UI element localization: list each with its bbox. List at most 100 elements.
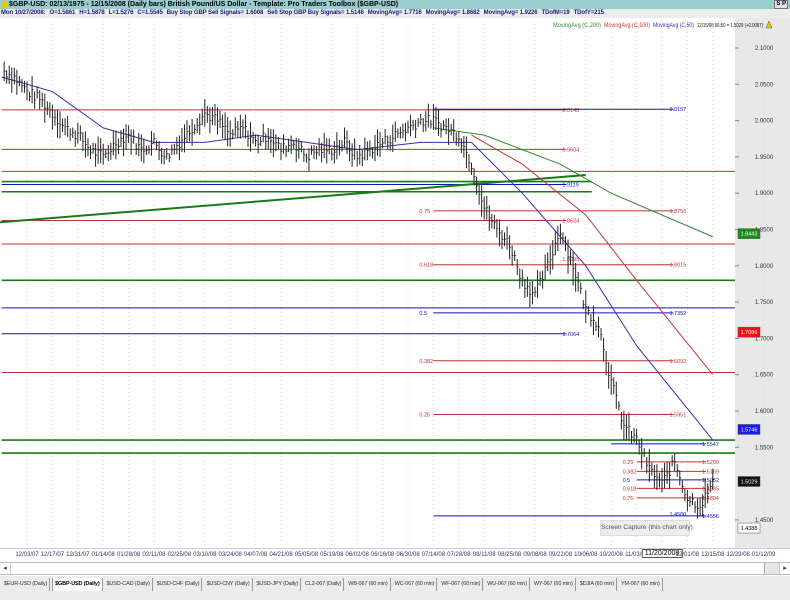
date-tick-label: 08/25/08 [497, 552, 522, 558]
date-tick-label: 12/31/07 [66, 552, 90, 558]
tab--usd-jpy-daily-[interactable]: $USD-JPY (Daily) [255, 578, 302, 591]
price-axis[interactable] [735, 18, 790, 548]
y-tick-label: 2.0500 [755, 82, 774, 88]
y-tick-label: 1.9000 [755, 191, 774, 197]
y-tick-label: 1.7000 [755, 336, 774, 342]
y-tick-label: 1.8500 [755, 228, 774, 234]
y-tick-label: 1.6000 [755, 409, 774, 415]
date-tick-label: 12/29/08 [726, 552, 750, 558]
readout-ma1: MovingAvg= 1.7716 [367, 10, 422, 16]
tab--gbp-usd-daily-[interactable]: $GBP-USD (Daily) [52, 578, 103, 591]
price-chart[interactable]: 2.14712.01482.01571.96041.91191.87560.75… [0, 18, 790, 548]
tab--eur-usd-daily-[interactable]: $EUR-USD (Daily) [2, 578, 51, 591]
date-tick-label: 08/11/08 [472, 552, 496, 558]
level-label: 1.4804 [702, 496, 719, 502]
price-tag [737, 522, 761, 534]
date-tick-label: 01/12/09 [751, 552, 776, 558]
horizontal-scrollbar[interactable]: ◂ ▸ [0, 562, 790, 575]
tab--usd-cny-daily-[interactable]: $USD-CNY (Daily) [204, 578, 253, 591]
tab--usd-cad-daily-[interactable]: $USD-CAD (Daily) [105, 578, 153, 591]
date-tick-label: 04/21/08 [269, 552, 293, 558]
level-label: 1.8015 [669, 263, 686, 269]
legend-quote: 12/15/08 06:50 = 1.5029 (+0.0087) [697, 23, 763, 29]
date-tick-label: 10/06/08 [574, 552, 598, 558]
y-tick-label: 1.8000 [755, 264, 774, 270]
level-label: 1.9604 [562, 147, 579, 153]
level-label: 1.5169 [702, 469, 719, 475]
y-tick-label: 2.0000 [755, 119, 774, 125]
readout-tdoy: TDofY=215 [573, 10, 604, 16]
level-label: 1.5951 [669, 413, 686, 419]
fib-ratio-label: 0.382 [419, 359, 433, 365]
level-label: 1.5547 [702, 442, 719, 448]
tab-wf-067-60-min-[interactable]: WF-067 (60 min) [439, 578, 484, 591]
tab-wb-067-60-min-[interactable]: WB-067 (60 min) [346, 578, 391, 591]
readout-ma2: MovingAvg= 1.8682 [425, 10, 480, 16]
readout-ma3: MovingAvg= 1.9226 [483, 10, 538, 16]
date-tick-label: 06/16/08 [370, 552, 395, 558]
scroll-left-icon[interactable]: ◂ [0, 563, 11, 574]
readout-close: C=1.5545 [137, 10, 163, 16]
date-tick-label: 04/07/08 [243, 552, 268, 558]
readout-low: L=1.5276 [108, 10, 134, 16]
y-tick-label: 1.7500 [755, 300, 774, 306]
level-label: 1.7352 [669, 311, 686, 317]
date-tick-label: 09/08/08 [523, 552, 547, 558]
tab-wu-067-60-min-[interactable]: WU-067 (60 min) [485, 578, 530, 591]
price-tag-label: 1.5029 [741, 479, 758, 485]
data-readout-bar: Mon 10/27/2008: O=1.5861 H=1.5878 L=1.52… [0, 9, 790, 18]
y-tick-label: 1.9500 [755, 155, 774, 161]
tab-wy-067-60-min-[interactable]: WY-067 (60 min) [532, 578, 576, 591]
date-tick-label: 05/05/08 [294, 552, 319, 558]
date-tick-label: 02/25/08 [167, 552, 192, 558]
readout-buy-signal: Sell Stop GBP Buy Signals= 1.5146 [267, 10, 364, 16]
y-tick-label: 1.5500 [755, 445, 774, 451]
date-tick-label: 01/14/08 [91, 552, 115, 558]
price-tag-label: 1.8443 [741, 232, 758, 238]
date-tick-label: 07/14/08 [421, 552, 446, 558]
tab-wc-067-60-min-[interactable]: WC-067 (60 min) [393, 578, 438, 591]
level-label: 1.8756 [669, 209, 686, 215]
fib-ratio-label: 0.618 [623, 486, 637, 492]
date-tick-label: 06/30/08 [396, 552, 420, 558]
y-tick-label: 1.4500 [755, 518, 774, 524]
date-tick-label: 02/11/08 [142, 552, 166, 558]
y-tick-label: 1.6500 [755, 373, 774, 379]
symbol-tabs: $EUR-USD (Daily) $GBP-USD (Daily) $USD-CAD… [0, 576, 790, 600]
moving-average-ma50 [1, 76, 714, 441]
date-tick-label: 12/01/08 [675, 552, 700, 558]
cursor-date-label: 11/20/2008 [641, 549, 683, 558]
corner-buttons[interactable]: S P [774, 0, 788, 9]
readout-high: H=1.5878 [79, 10, 105, 16]
date-tick-label: 07/28/08 [447, 552, 471, 558]
legend-ma50: MovingAvg (C,50) [653, 23, 694, 29]
alert-bell-icon[interactable] [765, 20, 773, 29]
date-tick-label: 03/10/08 [193, 552, 217, 558]
date-tick-label: 06/02/08 [345, 552, 369, 558]
level-label: 1.7064 [562, 332, 579, 338]
level-label: 1.5299 [702, 460, 719, 466]
level-label: 1.6692 [669, 359, 686, 365]
level-label: 1.4556 [702, 514, 719, 520]
tab--usd-chf-daily-[interactable]: $USD-CHF (Daily) [155, 578, 203, 591]
fib-ratio-label: 0.618 [419, 263, 433, 269]
date-tick-label: 11/03/08 [625, 552, 649, 558]
readout-open: O=1.5861 [49, 10, 76, 16]
scroll-thumb[interactable] [764, 563, 779, 574]
scroll-right-icon[interactable]: ▸ [779, 563, 790, 574]
price-tag-label: 1.5746 [741, 427, 758, 433]
tab-ym-067-60-min-[interactable]: YM-067 (60 min) [619, 578, 663, 591]
date-tick-label: 12/17/07 [40, 552, 65, 558]
trendline [0, 174, 586, 224]
tab--djia-60-min-[interactable]: $DJIA (60 min) [578, 578, 617, 591]
window-title: $GBP-USD: 02/13/1975 - 12/15/2008 (Daily… [9, 1, 399, 8]
price-tag [737, 326, 761, 338]
screen-capture-label[interactable]: Screen Capture (this chart only) [600, 520, 693, 536]
fib-ratio-label: 0.382 [623, 469, 637, 475]
readout-sell-signal: Buy Stop GBP Sell Signals= 1.6008 [166, 10, 264, 16]
moving-average-ma100 [471, 134, 714, 376]
fib-ratio-label: 0.5 [419, 311, 427, 317]
window-title-bar: $GBP-USD: 02/13/1975 - 12/15/2008 (Daily… [0, 0, 790, 9]
level-label: 1.9119 [562, 183, 578, 189]
tab-cl2-067-daily-[interactable]: CL2-067 (Daily) [303, 578, 345, 591]
